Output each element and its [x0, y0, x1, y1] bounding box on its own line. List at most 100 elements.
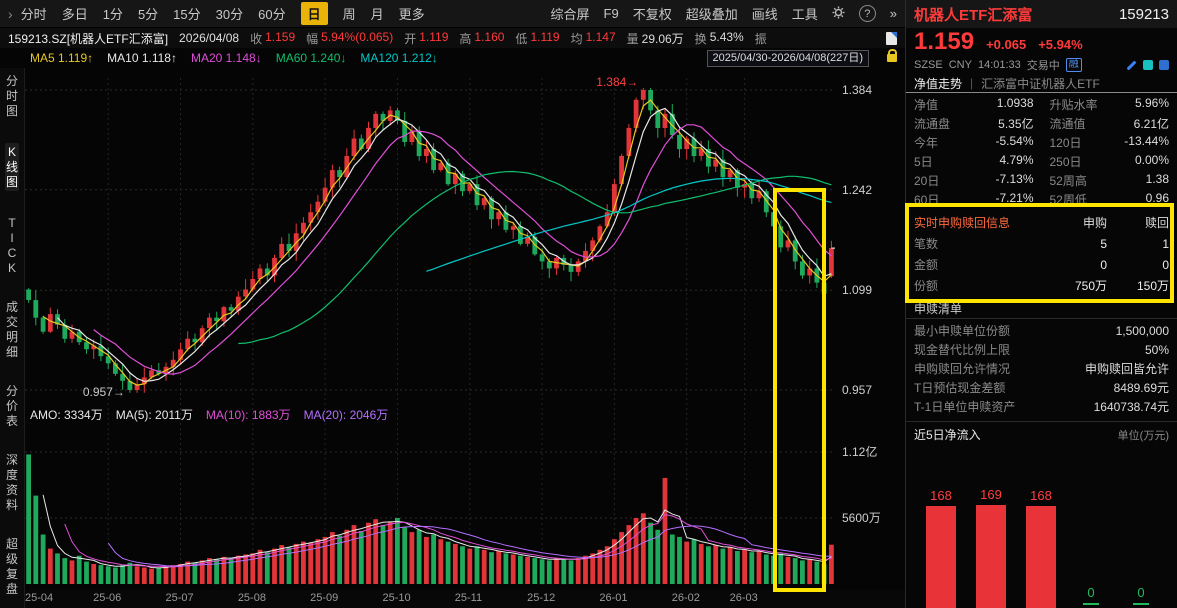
collapse-chevron-icon[interactable]: › [8, 5, 13, 22]
x-axis-label: 25-11 [454, 592, 483, 604]
x-axis-label: 26-03 [729, 592, 758, 604]
x-axis: 25-04 25-06 25-07 25-08 25-09 25-10 25-11 25-12… [25, 590, 905, 608]
sidebar-item-超级复盘[interactable]: 超级复盘 [5, 537, 18, 596]
date-range-chip[interactable]: 2025/04/30-2026/04/08(227日) [706, 49, 869, 67]
fund-details: 最小申赎单位份额 1,500,000 现金替代比例上限 50% 申购赎回允许情况 申购赎回… [906, 319, 1177, 418]
stat-label: 250日 [1049, 155, 1082, 169]
detail-value: 1640738.74元 [1093, 400, 1169, 414]
toolbar-period-日[interactable]: 日 [300, 2, 328, 25]
field-均: 均 1.147 [570, 29, 616, 46]
subscription-subscribe-value: 750万 [1074, 279, 1107, 293]
sidebar-item-成交明细[interactable]: 成交明细 [5, 300, 18, 359]
subscription-row-label: 份额 [914, 279, 939, 293]
fund-full-name: 汇添富中证机器人ETF [981, 76, 1100, 91]
toolbar-period-30分[interactable]: 30分 [215, 7, 244, 22]
toolbar-tool-综合屏[interactable]: 综合屏 [550, 7, 590, 22]
subscription-subscribe-value: 0 [1100, 257, 1107, 272]
note-icon[interactable] [886, 31, 897, 45]
stat-label: 今年 [914, 136, 939, 150]
flow-header: 近5日净流入 单位(万元) [906, 421, 1177, 445]
chart-area[interactable]: 1.384 1.242 1.099 0.957 1.12亿 5600万 1.384→ 0.95… [25, 68, 905, 590]
pin-icon[interactable] [1159, 60, 1169, 70]
toolbar-tool-工具[interactable]: 工具 [791, 7, 818, 22]
toolbar-period-月[interactable]: 月 [370, 7, 384, 22]
detail-row: 申购赎回允许情况 申购赎回皆允许 [914, 359, 1169, 378]
sidebar-item-深度资料[interactable]: 深度资料 [5, 453, 18, 512]
toolbar-periods: 分时 多日 1分 5分 15分 30分 60分日周月更多 [21, 2, 425, 25]
stat-value: -5.54% [995, 134, 1034, 148]
svg-text:1.384→: 1.384→ [596, 75, 638, 89]
stat-label: 60日 [914, 193, 940, 207]
toolbar-tool-超级叠加[interactable]: 超级叠加 [685, 7, 738, 22]
status-row: SZSE CNY 14:01:33 交易中 融 [906, 56, 1177, 74]
currency-label: CNY [948, 59, 972, 71]
stat-label: 流通值 [1049, 117, 1086, 131]
sidebar-item-分时图[interactable]: 分时图 [5, 74, 18, 118]
toolbar-period-1分[interactable]: 1分 [102, 7, 123, 22]
subscription-header: 实时申购赎回信息 申购 赎回 [914, 211, 1169, 233]
x-axis-label: 26-01 [599, 592, 628, 604]
toolbar-period-5分[interactable]: 5分 [137, 7, 159, 22]
subscription-list-link[interactable]: » 申赎清单 [906, 298, 1177, 319]
detail-label: 最小申赎单位份额 [914, 324, 1011, 338]
toolbar-tool-画线[interactable]: 画线 [751, 7, 778, 22]
help-icon[interactable]: ? [858, 5, 876, 22]
x-axis-label: 25-08 [237, 592, 266, 604]
quote-panel: 机器人ETF汇添富 159213 1.159 +0.065 +5.94% SZS… [905, 0, 1177, 608]
flow-title: 近5日净流入 [914, 428, 981, 442]
toolbar-tool-不复权[interactable]: 不复权 [632, 7, 672, 22]
toolbar-period-周[interactable]: 周 [342, 7, 356, 22]
toolbar-period-更多[interactable]: 更多 [398, 7, 425, 22]
svg-text:5600万: 5600万 [842, 511, 881, 525]
detail-label: 申购赎回允许情况 [914, 362, 1011, 376]
detail-row: 最小申赎单位份额 1,500,000 [914, 321, 1169, 340]
subscription-title: 实时申购赎回信息 [914, 215, 1011, 230]
toolbar-period-60分[interactable]: 60分 [258, 7, 286, 22]
stat-row: 5日 4.79% 250日 0.00% [914, 152, 1169, 171]
kline-chart[interactable]: 1.384 1.242 1.099 0.957 1.12亿 5600万 1.384→ 0.95… [25, 68, 905, 590]
sidebar-item-分价表[interactable]: 分价表 [5, 384, 18, 428]
toolbar-period-多日[interactable]: 多日 [61, 7, 88, 22]
subscription-redeem-value: 0 [1162, 257, 1169, 272]
toolbar-tool-F9[interactable]: F9 [603, 6, 619, 21]
stat-label: 流通盘 [914, 117, 951, 131]
svg-text:1.384: 1.384 [842, 83, 872, 97]
toolbar-period-分时[interactable]: 分时 [20, 7, 47, 22]
detail-row: 现金替代比例上限 50% [914, 340, 1169, 359]
field-高: 高 1.160 [459, 29, 505, 46]
flow-bar [1026, 506, 1056, 608]
edit-icon[interactable] [1126, 60, 1137, 70]
stat-row: 60日 -7.21% 52周低 0.96 [914, 190, 1169, 209]
stat-value: -7.21% [995, 191, 1034, 205]
subscription-row: 笔数 5 1 [914, 233, 1169, 254]
stock-code: 159213 [1118, 5, 1169, 23]
subscription-row-label: 金额 [914, 258, 939, 272]
flow-bar [926, 506, 956, 608]
flow-value: 169 [980, 487, 1002, 502]
trading-status: 交易中 [1026, 60, 1060, 72]
stat-value: -7.13% [995, 172, 1034, 186]
gear-icon[interactable] [832, 6, 845, 22]
layers-icon[interactable] [1143, 60, 1153, 70]
quote-info-bar: 159213.SZ[机器人ETF汇添富] 2026/04/08 收 1.159 幅 5… [0, 28, 905, 48]
ma-legend-items: MA5 1.119↑ MA10 1.118↑ MA20 1.148↓ MA60 1.2… [30, 51, 438, 65]
flow-zero-dash [1133, 603, 1149, 605]
detail-label: 现金替代比例上限 [914, 343, 1011, 357]
x-axis-label: 25-12 [527, 592, 556, 604]
svg-text:1.242: 1.242 [842, 183, 872, 197]
stat-label: 52周低 [1049, 193, 1087, 207]
more-chevrons-icon[interactable]: » [889, 6, 897, 21]
detail-value: 申购赎回皆允许 [1084, 362, 1169, 376]
flow-value: 168 [930, 488, 952, 503]
lock-icon[interactable] [887, 49, 897, 62]
tab-nav-trend[interactable]: 净值走势 [914, 76, 963, 91]
detail-label: T日预估现金差额 [914, 381, 1006, 395]
exchange-label: SZSE [914, 59, 943, 71]
toolbar-period-15分[interactable]: 15分 [173, 7, 201, 22]
flow-value: 0 [1087, 585, 1095, 600]
ma-legend-MA120: MA120 1.212↓ [360, 51, 438, 65]
status-icons [1126, 60, 1169, 70]
quote-time: 14:01:33 [977, 59, 1021, 71]
